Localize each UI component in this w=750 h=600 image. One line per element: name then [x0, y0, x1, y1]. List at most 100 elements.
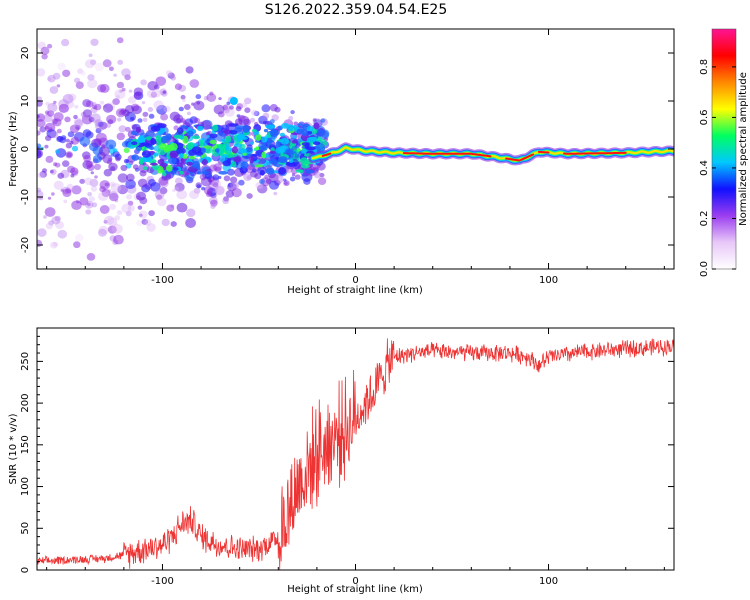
heatmap-cell-29: [189, 79, 200, 88]
heatmap-cell-200: [142, 111, 149, 117]
heatmap-cell-883: [153, 100, 164, 110]
heatmap-cell-866: [147, 107, 154, 112]
heatmap-cell-337: [195, 94, 202, 100]
heatmap-cell-127: [156, 194, 163, 201]
heatmap-cell-716: [273, 191, 278, 196]
heatmap-cell-1067: [131, 141, 138, 146]
heatmap-cell-417: [84, 200, 94, 209]
heatmap-cell-544: [155, 76, 167, 86]
heatmap-cell-464: [112, 239, 119, 245]
heatmap-cell-534: [81, 113, 89, 121]
heatmap-cell-742: [95, 128, 102, 134]
spectrogram-y-tick-label-0: -20: [20, 237, 31, 253]
heatmap-cell-3: [99, 205, 110, 214]
heatmap-cell-185: [203, 96, 209, 101]
heatmap-cell-376: [241, 154, 250, 163]
heatmap-cell-270: [151, 88, 162, 98]
heatmap-cell-764: [74, 104, 79, 109]
heatmap-cell-175: [85, 209, 92, 215]
heatmap-cell-905: [209, 139, 217, 145]
heatmap-cell-510: [166, 70, 172, 76]
heatmap-cell-346: [244, 107, 251, 113]
heatmap-cell-1071: [306, 146, 316, 151]
heatmap-cell-328: [222, 197, 230, 205]
heatmap-cell-897: [86, 164, 95, 172]
heatmap-cell-226: [63, 199, 68, 204]
heatmap-cell-451: [43, 113, 53, 123]
heatmap-cell-1031: [255, 133, 262, 141]
heatmap-cell-1111: [231, 161, 237, 168]
heatmap-cell-97: [45, 111, 52, 117]
heatmap-cell-137: [41, 53, 48, 60]
heatmap-cell-63: [37, 239, 43, 247]
heatmap-cell-922: [209, 133, 218, 139]
snr-plot-area: [37, 328, 674, 570]
heatmap-cell-407: [57, 229, 68, 239]
heatmap-cell-868: [246, 107, 250, 111]
heatmap-cell-288: [166, 204, 175, 212]
heatmap-cell-768: [176, 189, 188, 200]
heatmap-cell-592: [112, 98, 120, 105]
heatmap-cell-272: [157, 197, 167, 207]
heatmap-cell-1083: [191, 161, 201, 169]
spectrogram-x-tick-label-1: 0: [352, 275, 358, 286]
heatmap-cell-47: [57, 62, 66, 71]
heatmap-cell-949: [300, 163, 310, 169]
spectrogram-y-tick-label-1: -10: [20, 189, 31, 205]
heatmap-cell-888: [126, 194, 132, 200]
heatmap-cell-1127: [259, 169, 265, 176]
heatmap-cell-873: [291, 167, 298, 175]
heatmap-cell-203: [141, 101, 146, 105]
heatmap-cell-738: [47, 196, 52, 200]
heatmap-cell-841: [185, 174, 190, 179]
heatmap-cell-1106: [265, 124, 276, 129]
heatmap-cell-76: [92, 104, 98, 110]
heatmap-cell-859: [69, 140, 74, 145]
heatmap-cell-781: [133, 87, 144, 96]
heatmap-cell-602: [64, 116, 71, 123]
heatmap-cell-769: [70, 167, 79, 175]
heatmap-cell-878: [56, 136, 64, 143]
heatmap-cell-948: [291, 140, 298, 144]
heatmap-cell-364: [112, 150, 120, 158]
heatmap-cell-792: [234, 118, 243, 126]
snr-y-tick-label-0: 0: [20, 567, 31, 573]
heatmap-cell-302: [99, 100, 105, 105]
heatmap-cell-935: [214, 148, 220, 153]
heatmap-cell-730: [47, 110, 55, 117]
heatmap-cell-286: [109, 192, 119, 202]
heatmap-cell-462: [210, 199, 218, 207]
snr-panel: -100 0 100 0 50 100 150 200 250 Height of straig…: [8, 327, 675, 595]
heatmap-cell-557: [48, 127, 53, 131]
heatmap-cell-1135: [196, 171, 203, 175]
heatmap-cell-155: [44, 144, 49, 149]
heatmap-cell-552: [108, 66, 114, 72]
heatmap-cell-779: [320, 118, 326, 123]
heatmap-cell-611: [114, 215, 121, 221]
heatmap-cell-1153: [306, 136, 317, 143]
heatmap-cell-822: [54, 162, 61, 168]
heatmap-cell-294: [37, 187, 42, 193]
heatmap-cell-640: [148, 210, 155, 217]
heatmap-cell-745: [162, 90, 167, 94]
heatmap-cell-831: [238, 179, 245, 186]
heatmap-cell-776: [61, 186, 71, 195]
heatmap-cell-837: [212, 180, 222, 188]
snr-y-tick-label-2: 100: [20, 477, 31, 496]
heatmap-cell-783: [53, 100, 57, 104]
heatmap-cell-1057: [299, 169, 304, 173]
heatmap-cell-1115: [231, 146, 238, 154]
heatmap-cell-893: [212, 174, 220, 181]
heatmap-cell-861: [37, 171, 46, 179]
spectrogram-x-tick-label-2: 100: [539, 275, 558, 286]
heatmap-cell-809: [269, 104, 278, 112]
heatmap-cell-569: [108, 157, 112, 162]
heatmap-cell-752: [148, 113, 155, 119]
heatmap-cell-807: [120, 164, 128, 172]
heatmap-cell-800: [206, 93, 217, 102]
heatmap-cell-241: [223, 107, 230, 114]
heatmap-cell-708: [289, 176, 296, 182]
heatmap-cell-715: [90, 113, 101, 123]
heatmap-cell-1131: [216, 143, 227, 149]
heatmap-cell-1101: [161, 135, 168, 144]
